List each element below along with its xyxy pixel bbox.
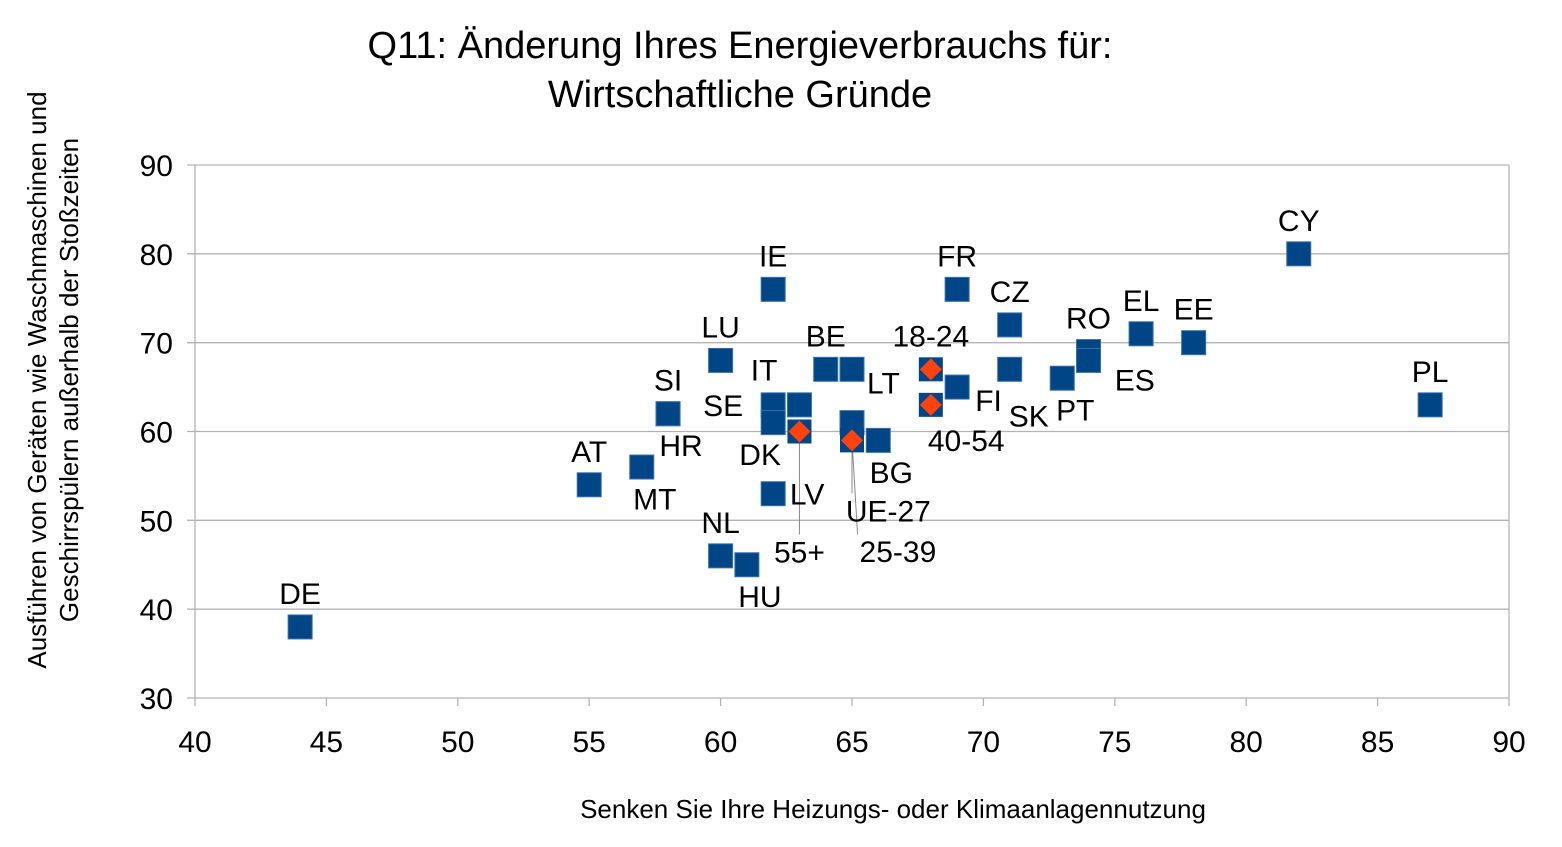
y-tick-label: 50 bbox=[140, 505, 173, 538]
data-point-square bbox=[576, 472, 602, 498]
data-label: HR bbox=[659, 430, 702, 463]
data-point-square bbox=[760, 410, 786, 436]
y-tick-label: 90 bbox=[140, 150, 173, 183]
x-tick-label: 65 bbox=[835, 726, 868, 759]
data-point-square bbox=[708, 543, 734, 569]
data-label: LV bbox=[790, 479, 824, 512]
data-label: 25-39 bbox=[860, 536, 937, 569]
x-tick-label: 60 bbox=[704, 726, 737, 759]
y-tick-label: 60 bbox=[140, 417, 173, 450]
data-label: SI bbox=[654, 365, 682, 398]
data-label: DK bbox=[739, 439, 781, 472]
data-label: 55+ bbox=[774, 537, 825, 570]
y-axis-label-line2: Geschirrspülern außerhalb der Stoßzeiten bbox=[54, 138, 84, 622]
data-point-square bbox=[655, 401, 681, 427]
data-point-square bbox=[1076, 347, 1102, 373]
data-point-diamond bbox=[841, 429, 863, 452]
data-point-diamond bbox=[919, 358, 942, 381]
data-label: UE-27 bbox=[846, 495, 931, 528]
data-label: PL bbox=[1412, 356, 1449, 389]
data-point-square bbox=[944, 276, 970, 302]
y-axis-label-line1: Ausführen von Geräten wie Waschmaschinen… bbox=[22, 91, 52, 668]
data-label: IE bbox=[759, 240, 787, 273]
chart-title-line1: Q11: Änderung Ihres Energieverbrauchs fü… bbox=[368, 25, 1113, 67]
data-point-square bbox=[1128, 321, 1154, 347]
data-point-square bbox=[708, 347, 734, 373]
data-point-square bbox=[629, 454, 655, 480]
data-point-square bbox=[865, 427, 891, 453]
data-point-square bbox=[997, 356, 1023, 382]
data-label: MT bbox=[633, 483, 676, 516]
x-axis-label: Senken Sie Ihre Heizungs- oder Klimaanla… bbox=[580, 794, 1206, 824]
data-label: 40-54 bbox=[928, 425, 1005, 458]
data-label: FR bbox=[937, 240, 977, 273]
y-tick-label: 70 bbox=[140, 328, 173, 361]
x-tick-label: 80 bbox=[1230, 726, 1263, 759]
data-point-square bbox=[1049, 365, 1075, 391]
data-label: SE bbox=[703, 390, 743, 423]
data-label: BG bbox=[870, 457, 913, 490]
data-point-square bbox=[760, 481, 786, 507]
data-label: LT bbox=[867, 367, 900, 400]
data-point-diamond bbox=[919, 393, 942, 416]
x-tick-label: 85 bbox=[1361, 726, 1394, 759]
data-label: DE bbox=[279, 578, 321, 611]
data-label: LU bbox=[701, 311, 739, 344]
data-label: NL bbox=[701, 507, 739, 540]
data-label: CY bbox=[1278, 205, 1320, 238]
data-label: EE bbox=[1174, 294, 1214, 327]
data-label: ES bbox=[1115, 365, 1155, 398]
data-label: SK bbox=[1009, 401, 1049, 434]
x-tick-label: 55 bbox=[573, 726, 606, 759]
data-point-square bbox=[760, 276, 786, 302]
data-label: BE bbox=[806, 320, 846, 353]
x-tick-label: 70 bbox=[967, 726, 1000, 759]
chart-title-line2: Wirtschaftliche Gründe bbox=[548, 74, 932, 116]
data-point-square bbox=[1417, 392, 1443, 418]
x-tick-label: 50 bbox=[441, 726, 474, 759]
data-label: HU bbox=[738, 581, 781, 614]
x-tick-label: 45 bbox=[310, 726, 343, 759]
data-point-square bbox=[839, 356, 865, 382]
data-point-square bbox=[734, 552, 760, 578]
data-point-square bbox=[813, 356, 839, 382]
y-tick-label: 30 bbox=[140, 683, 173, 716]
data-point-square bbox=[944, 374, 970, 400]
data-point-square bbox=[786, 392, 812, 418]
data-label: PT bbox=[1056, 395, 1094, 428]
data-label: 18-24 bbox=[892, 320, 969, 353]
y-tick-label: 80 bbox=[140, 239, 173, 272]
y-tick-label: 40 bbox=[140, 594, 173, 627]
data-label: FI bbox=[975, 385, 1002, 418]
data-label: IT bbox=[751, 354, 778, 387]
data-label: RO bbox=[1066, 303, 1111, 336]
x-tick-label: 75 bbox=[1098, 726, 1131, 759]
data-point-square bbox=[1181, 330, 1207, 356]
data-point-square bbox=[287, 614, 313, 640]
data-label: AT bbox=[571, 436, 607, 469]
label-leader-line bbox=[851, 440, 859, 535]
x-tick-label: 90 bbox=[1492, 726, 1525, 759]
x-tick-label: 40 bbox=[178, 726, 211, 759]
data-point-square bbox=[997, 312, 1023, 338]
data-label: EL bbox=[1123, 285, 1160, 318]
data-label: CZ bbox=[990, 276, 1030, 309]
data-point-square bbox=[1286, 241, 1312, 267]
data-point-diamond bbox=[788, 420, 811, 443]
